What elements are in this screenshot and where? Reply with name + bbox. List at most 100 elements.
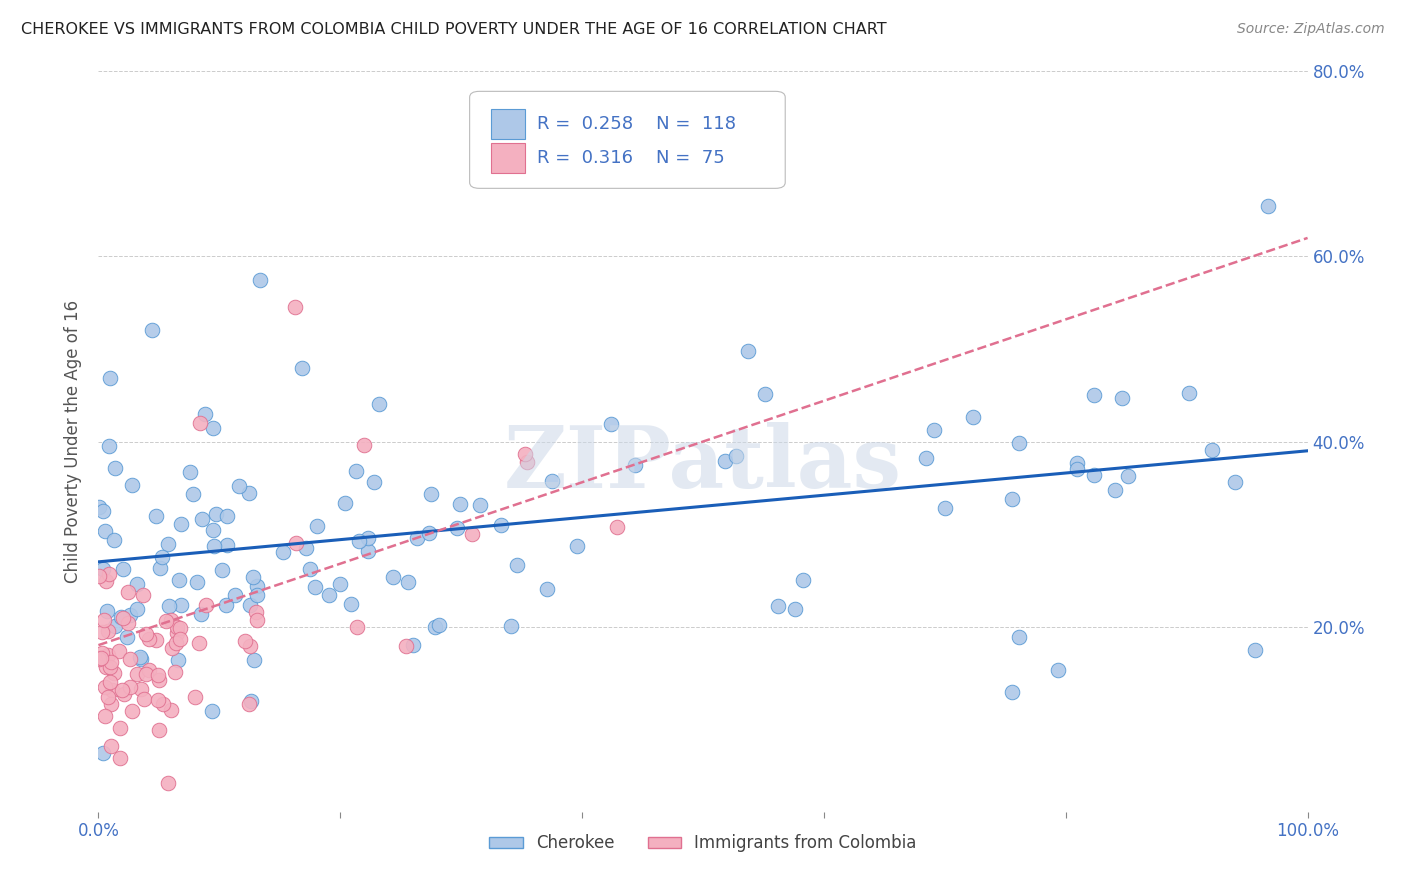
Point xyxy=(120,680,142,694)
Point xyxy=(97,648,120,662)
Point xyxy=(170,599,193,613)
Point xyxy=(125,601,148,615)
Point xyxy=(103,533,125,547)
Point xyxy=(183,690,205,704)
Bar xyxy=(492,144,526,173)
Point xyxy=(395,639,418,653)
Point xyxy=(103,666,125,681)
Point xyxy=(160,640,183,655)
Point xyxy=(924,424,946,438)
Point xyxy=(1111,391,1133,405)
Point xyxy=(418,525,440,540)
Point xyxy=(146,668,169,682)
Point xyxy=(166,653,188,667)
Point xyxy=(205,507,228,521)
Text: ZIPatlas: ZIPatlas xyxy=(503,422,903,506)
Point xyxy=(368,397,391,411)
Point xyxy=(114,687,136,701)
Point xyxy=(104,619,127,633)
Point xyxy=(148,693,170,707)
Point xyxy=(101,683,124,698)
Point xyxy=(239,599,262,613)
Point xyxy=(1083,388,1105,402)
Point xyxy=(402,638,425,652)
Point xyxy=(333,496,356,510)
Text: CHEROKEE VS IMMIGRANTS FROM COLOMBIA CHILD POVERTY UNDER THE AGE OF 16 CORRELATI: CHEROKEE VS IMMIGRANTS FROM COLOMBIA CHI… xyxy=(21,22,887,37)
Point xyxy=(1257,198,1279,212)
Point xyxy=(346,619,368,633)
Point xyxy=(202,539,225,553)
Point xyxy=(291,360,314,375)
Point xyxy=(148,723,170,737)
Point xyxy=(934,501,956,516)
Point xyxy=(166,626,188,640)
Point xyxy=(513,447,536,461)
Point xyxy=(194,598,217,612)
Point xyxy=(112,562,135,576)
Point xyxy=(506,558,529,573)
Point xyxy=(1225,475,1247,489)
Point xyxy=(299,561,322,575)
Point xyxy=(347,534,370,549)
Point xyxy=(200,704,222,718)
Point xyxy=(516,455,538,469)
Point xyxy=(1244,642,1267,657)
Point xyxy=(357,544,380,558)
Point xyxy=(169,573,191,587)
Point xyxy=(304,580,326,594)
Point xyxy=(97,624,120,639)
Point xyxy=(329,577,352,591)
Point xyxy=(129,681,152,696)
Point xyxy=(461,527,484,541)
Point xyxy=(238,486,260,500)
Point xyxy=(98,439,121,453)
Point xyxy=(357,531,380,545)
Point xyxy=(1008,436,1031,450)
Point xyxy=(396,575,419,590)
Point xyxy=(166,620,188,634)
Point xyxy=(1116,469,1139,483)
Point xyxy=(160,613,183,627)
Point xyxy=(141,324,163,338)
Point xyxy=(340,597,363,611)
Point xyxy=(215,509,238,524)
Point xyxy=(190,607,212,621)
Point xyxy=(565,539,588,553)
Point xyxy=(157,599,180,614)
Point xyxy=(115,630,138,644)
Legend: Cherokee, Immigrants from Colombia: Cherokee, Immigrants from Colombia xyxy=(482,828,924,859)
Point xyxy=(90,651,112,665)
Point xyxy=(169,621,191,635)
Point xyxy=(1104,483,1126,497)
Point xyxy=(449,498,471,512)
Point xyxy=(186,575,208,590)
Point xyxy=(191,512,214,526)
Point xyxy=(170,516,193,531)
Point xyxy=(103,460,125,475)
Point xyxy=(228,478,250,492)
Point xyxy=(89,500,111,515)
Point xyxy=(785,601,807,615)
Point xyxy=(127,576,149,591)
Point xyxy=(318,588,340,602)
Point xyxy=(118,607,141,622)
Point xyxy=(111,682,134,697)
Point xyxy=(156,537,179,551)
Point xyxy=(89,568,111,582)
Point xyxy=(245,605,267,619)
Point xyxy=(792,573,814,587)
Point xyxy=(160,703,183,717)
Point xyxy=(179,465,201,479)
Point xyxy=(98,659,121,673)
Point xyxy=(110,610,132,624)
Point xyxy=(91,504,114,518)
Point xyxy=(243,653,266,667)
Point xyxy=(135,667,157,681)
Point xyxy=(127,666,149,681)
Point xyxy=(1008,630,1031,644)
Point xyxy=(100,370,122,384)
Point xyxy=(156,776,179,790)
Point xyxy=(284,536,307,550)
Point xyxy=(152,697,174,711)
Point xyxy=(1001,685,1024,699)
